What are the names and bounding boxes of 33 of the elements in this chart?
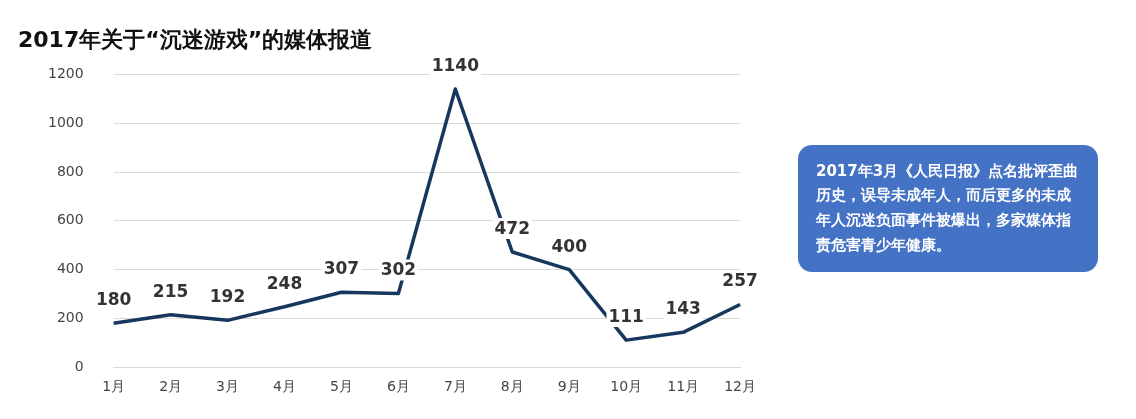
y-tick-label: 1200 [47,65,84,82]
x-tick-label: 5月 [329,378,353,395]
x-tick-label: 9月 [557,378,581,395]
x-tick-label: 6月 [386,378,410,395]
y-tick-label: 800 [56,162,84,179]
data-label: 192 [209,286,246,307]
y-tick-label: 0 [74,357,84,374]
data-label: 111 [608,306,644,327]
x-tick-label: 3月 [216,378,239,395]
data-label: 248 [266,272,303,293]
y-tick-label: 1000 [47,113,84,130]
data-label: 472 [494,217,531,238]
y-tick-label: 200 [56,309,84,326]
y-tick-label: 400 [56,260,84,277]
x-tick-label: 1月 [102,378,126,395]
x-tick-label: 8月 [500,378,524,395]
data-label: 143 [665,298,701,319]
x-tick-label: 4月 [273,378,296,395]
chart-title: 2017年关于“沉迷游戏”的媒体报道 [18,26,373,52]
data-label: 400 [551,235,588,256]
data-label: 307 [323,258,360,279]
x-tick-label: 10月 [610,378,643,395]
data-label: 257 [722,270,758,291]
x-tick-label: 12月 [724,378,757,395]
data-label: 215 [152,280,189,301]
data-label: 1140 [431,54,480,75]
data-label: 180 [95,289,132,310]
y-tick-label: 600 [56,211,84,228]
text: 2017年3月《人民日报》点名批评歪曲历史，误导未成年人，而后更多的未成年人沉迷负面事件被爆出，多家媒体指责危害青少年健康。 [798,144,1098,272]
x-tick-label: 7月 [443,378,467,395]
x-tick-label: 11月 [667,378,700,395]
data-label: 302 [380,259,417,280]
x-tick-label: 2月 [159,378,183,395]
